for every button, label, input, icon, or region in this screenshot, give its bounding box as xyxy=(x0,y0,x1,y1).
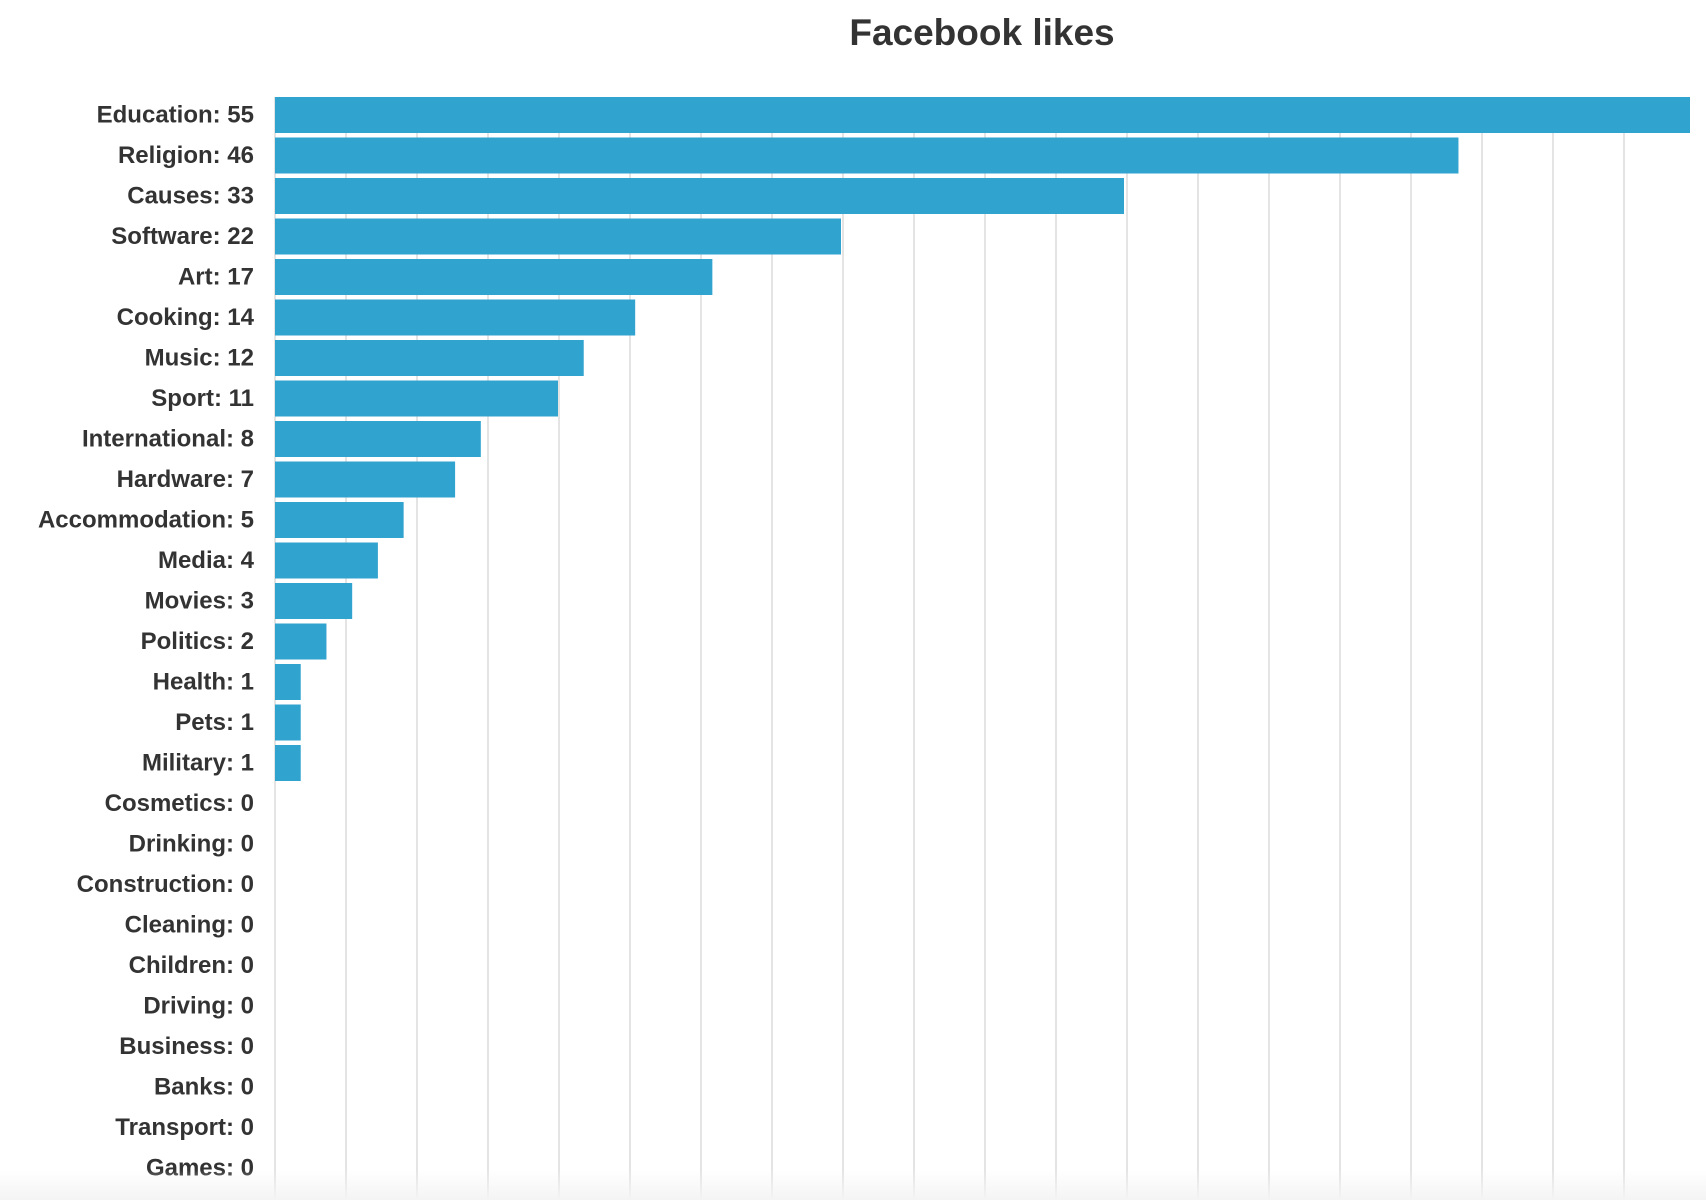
category-label-music: Music: 12 xyxy=(145,345,254,372)
category-label-transport: Transport: 0 xyxy=(115,1114,254,1141)
chart-title: Facebook likes xyxy=(849,12,1114,53)
category-label-movies: Movies: 3 xyxy=(145,588,254,615)
category-label-cleaning: Cleaning: 0 xyxy=(125,912,254,939)
bar-causes xyxy=(275,178,1124,214)
bar-cooking xyxy=(275,299,636,336)
category-label-cosmetics: Cosmetics: 0 xyxy=(105,790,254,817)
category-label-software: Software: 22 xyxy=(111,223,254,250)
category-label-cooking: Cooking: 14 xyxy=(117,304,255,331)
category-label-media: Media: 4 xyxy=(158,547,255,574)
category-label-accommodation: Accommodation: 5 xyxy=(38,507,254,534)
bar-pets xyxy=(275,704,301,741)
bar-accommodation xyxy=(275,502,404,538)
bar-sport xyxy=(275,380,558,417)
category-labels: Education: 55 Religion: 46 Causes: 33 Softw… xyxy=(38,102,255,1182)
bottom-fade xyxy=(0,1170,1706,1200)
category-label-hardware: Hardware: 7 xyxy=(117,466,254,493)
bar-hardware xyxy=(275,461,456,498)
bar-politics xyxy=(275,623,327,660)
category-label-construction: Construction: 0 xyxy=(77,871,254,898)
category-label-business: Business: 0 xyxy=(119,1033,254,1060)
category-label-art: Art: 17 xyxy=(178,264,254,291)
bar-health xyxy=(275,664,301,700)
bar-military xyxy=(275,745,301,781)
bar-international xyxy=(275,421,481,457)
category-label-banks: Banks: 0 xyxy=(154,1074,254,1101)
category-label-education: Education: 55 xyxy=(97,102,254,129)
category-label-children: Children: 0 xyxy=(129,952,254,979)
bar-media xyxy=(275,542,378,579)
category-label-international: International: 8 xyxy=(82,426,254,453)
bar-music xyxy=(275,340,584,376)
category-label-health: Health: 1 xyxy=(153,669,254,696)
bar-education xyxy=(275,97,1690,133)
bars xyxy=(275,97,1690,781)
category-label-religion: Religion: 46 xyxy=(118,142,254,169)
category-label-driving: Driving: 0 xyxy=(143,993,254,1020)
bar-religion xyxy=(275,137,1459,174)
bar-movies xyxy=(275,583,353,619)
category-label-pets: Pets: 1 xyxy=(175,709,254,736)
category-label-causes: Causes: 33 xyxy=(127,183,254,210)
category-label-sport: Sport: 11 xyxy=(151,385,254,412)
category-label-politics: Politics: 2 xyxy=(141,628,254,655)
bar-art xyxy=(275,259,713,295)
category-label-military: Military: 1 xyxy=(142,750,254,777)
bar-software xyxy=(275,218,841,255)
category-label-drinking: Drinking: 0 xyxy=(129,831,254,858)
